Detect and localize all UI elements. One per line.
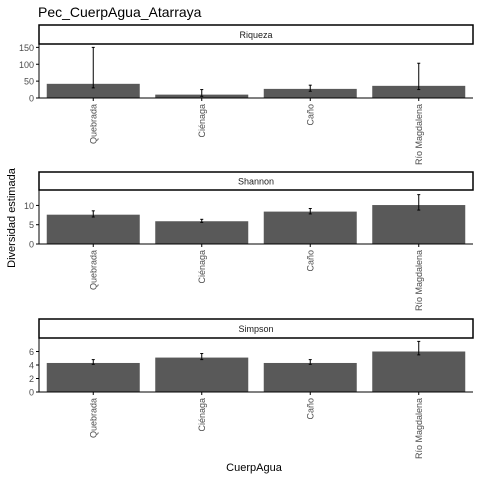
y-tick-label: 100	[19, 60, 34, 70]
y-tick-label: 4	[29, 361, 34, 371]
x-tick-label: Ciénaga	[197, 398, 207, 432]
x-tick-label: Ciénaga	[197, 104, 207, 138]
bar-simpson-3	[372, 351, 466, 392]
x-tick-label: Caño	[305, 104, 315, 126]
y-tick-label: 50	[24, 77, 34, 87]
y-tick-label: 0	[29, 94, 34, 104]
y-tick-label: 0	[29, 240, 34, 250]
x-tick-label: Río Magdalena	[414, 398, 424, 459]
bar-shannon-3	[372, 205, 466, 244]
x-tick-label: Ciénaga	[197, 250, 207, 284]
bar-riqueza-0	[46, 83, 140, 98]
x-tick-label: Quebrada	[88, 398, 98, 438]
facet-strip	[38, 24, 474, 45]
facet-strip-label: Simpson	[238, 324, 273, 334]
facet-panel-riqueza: Riqueza 0 50 100 150 Quebrada Ciénaga Caño Río M…	[19, 24, 474, 165]
bar-riqueza-3	[372, 85, 466, 98]
bar-riqueza-2	[263, 88, 357, 98]
y-tick-label: 150	[19, 43, 34, 53]
bar-simpson-0	[46, 362, 140, 392]
x-tick-label: Río Magdalena	[414, 104, 424, 165]
y-tick-label: 2	[29, 374, 34, 384]
bar-simpson-2	[263, 362, 357, 392]
facet-panel-simpson: Simpson 0 2 4 6 Quebrada Ciénaga Caño Río Magdal…	[29, 318, 474, 459]
bar-shannon-1	[155, 221, 249, 244]
x-tick-label: Caño	[305, 250, 315, 272]
y-axis-title: Diversidad estimada	[6, 167, 18, 268]
facet-strip-label: Shannon	[238, 177, 274, 187]
y-tick-label: 5	[29, 220, 34, 230]
facet-panel-shannon: Shannon 0 5 10 Quebrada Ciénaga Caño Río Magdal…	[24, 171, 474, 311]
x-tick-label: Caño	[305, 398, 315, 420]
bar-shannon-0	[46, 214, 140, 244]
x-tick-label: Quebrada	[88, 104, 98, 144]
x-tick-label: Quebrada	[88, 250, 98, 290]
y-tick-label: 6	[29, 347, 34, 357]
facet-strip	[38, 318, 474, 339]
chart-title: Pec_CuerpAgua_Atarraya	[38, 4, 202, 20]
facet-strip	[38, 171, 474, 191]
bar-shannon-2	[263, 211, 357, 244]
y-tick-label: 0	[29, 388, 34, 398]
x-axis-title: CuerpAgua	[226, 462, 283, 474]
facet-strip-label: Riqueza	[239, 30, 272, 40]
x-tick-label: Río Magdalena	[414, 250, 424, 311]
y-tick-label: 10	[24, 201, 34, 211]
bar-simpson-1	[155, 357, 249, 392]
